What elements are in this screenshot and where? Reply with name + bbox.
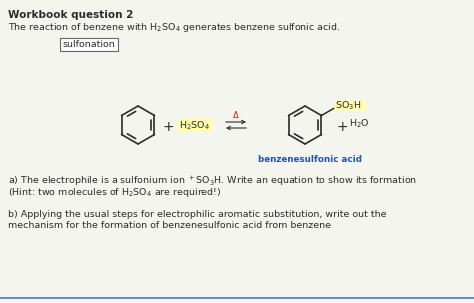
Text: +: + xyxy=(337,120,348,134)
FancyBboxPatch shape xyxy=(178,119,212,132)
Text: benzenesulfonic acid: benzenesulfonic acid xyxy=(258,155,362,164)
Bar xyxy=(60,38,118,51)
Text: b) Applying the usual steps for electrophilic aromatic substitution, write out t: b) Applying the usual steps for electrop… xyxy=(8,210,386,219)
Text: $\mathregular{SO_3H}$: $\mathregular{SO_3H}$ xyxy=(336,99,362,112)
Text: $\mathregular{H_2SO_4}$: $\mathregular{H_2SO_4}$ xyxy=(180,119,210,132)
Text: $\mathregular{H_2O}$: $\mathregular{H_2O}$ xyxy=(349,118,370,130)
Text: Δ: Δ xyxy=(233,111,239,119)
Text: +: + xyxy=(162,120,174,134)
Text: Workbook question 2: Workbook question 2 xyxy=(8,10,133,20)
Text: sulfonation: sulfonation xyxy=(63,40,115,49)
Text: mechanism for the formation of benzenesulfonic acid from benzene: mechanism for the formation of benzenesu… xyxy=(8,221,331,230)
Text: a) The electrophile is a sulfonium ion $\mathregular{^+SO_3H}$. Write an equatio: a) The electrophile is a sulfonium ion $… xyxy=(8,175,417,189)
Text: The reaction of benzene with $\mathregular{H_2SO_4}$ generates benzene sulfonic : The reaction of benzene with $\mathregul… xyxy=(8,21,340,34)
FancyBboxPatch shape xyxy=(334,101,365,111)
Text: (Hint: two molecules of $\mathregular{H_2SO_4}$ are required!): (Hint: two molecules of $\mathregular{H_… xyxy=(8,186,221,199)
